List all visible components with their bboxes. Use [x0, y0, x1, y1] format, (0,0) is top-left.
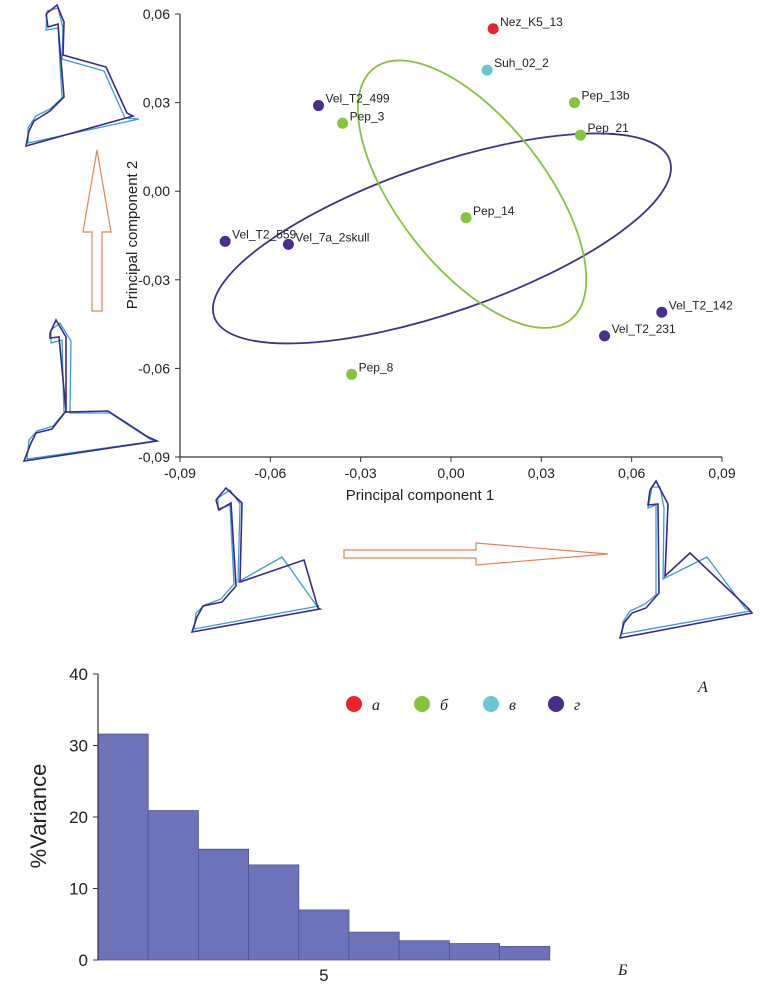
bar-y-tick-label: 30	[69, 737, 88, 756]
point-label: Pep_8	[359, 360, 394, 374]
point-suh-02-2	[481, 64, 493, 76]
pc1-direction-arrow	[343, 542, 609, 566]
x-tick-label: 0,09	[708, 465, 735, 481]
x-tick-label: 0,06	[618, 465, 645, 481]
shape-outline-top-left	[24, 3, 140, 148]
ellipse-group-g	[212, 132, 672, 345]
legend-label-a: а	[372, 697, 380, 714]
point-vel-t2-142	[656, 306, 668, 318]
point-vel-t2-559	[219, 235, 231, 247]
y-axis-title: Principal component 2	[124, 161, 141, 309]
point-vel-t2-499	[313, 100, 325, 112]
point-label: Pep_21	[587, 121, 629, 135]
scatter-axis-ticks: -0,09 -0,06 -0,03 0,00 0,03 0,06 0,09 0,06 0,03 0…	[138, 6, 736, 481]
shape-outline-bottom-right	[618, 479, 754, 640]
point-label: Nez_K5_13	[500, 15, 563, 29]
point-pep-13b	[568, 97, 580, 109]
x-tick-label: -0,06	[254, 465, 286, 481]
variance-bar-4	[248, 864, 300, 961]
point-label: Vel_T2_499	[326, 92, 390, 106]
variance-bar-8	[448, 943, 500, 961]
scatter-points: Nez_K5_13 Suh_02_2 Pep_13b Pep_21 Vel_T2_499…	[219, 15, 733, 380]
point-pep-21	[574, 129, 586, 141]
point-label: Vel_T2_559	[232, 227, 296, 241]
x-axis-title: Principal component 1	[346, 487, 494, 504]
point-label: Vel_7a_2skull	[295, 230, 369, 244]
legend: а б в г	[346, 696, 580, 714]
legend-marker-g	[548, 696, 564, 712]
legend-marker-b	[414, 696, 430, 712]
bar-y-tick-label: 0	[79, 951, 88, 970]
y-tick-label: -0,03	[138, 272, 170, 288]
x-tick-label: 0,03	[528, 465, 555, 481]
shape-outline-mid-left	[22, 318, 160, 462]
panel-letter-b: Б	[617, 962, 628, 979]
y-tick-label: -0,09	[138, 449, 170, 465]
legend-marker-a	[346, 696, 362, 712]
bar-axis-ticks: 0 10 20 30 40 5	[69, 665, 329, 985]
legend-label-v: в	[509, 697, 516, 714]
point-nez-k5-13	[487, 23, 499, 35]
point-pep-3	[337, 117, 349, 129]
point-label: Suh_02_2	[494, 56, 549, 70]
legend-label-g: г	[574, 697, 580, 714]
bar-y-axis-title: %Variance	[26, 764, 51, 869]
point-label: Vel_T2_142	[669, 298, 733, 312]
point-label: Vel_T2_231	[612, 322, 676, 336]
legend-label-b: б	[440, 697, 449, 714]
variance-bars	[97, 733, 551, 961]
variance-bar-1	[97, 733, 149, 961]
variance-bar-3	[197, 848, 249, 961]
point-label: Pep_14	[473, 204, 515, 218]
y-tick-label: 0,06	[143, 6, 170, 22]
confidence-ellipses	[212, 59, 672, 345]
pc2-direction-arrow	[82, 149, 112, 312]
y-tick-label: -0,06	[138, 360, 170, 376]
point-pep-8	[346, 368, 358, 380]
x-tick-label: -0,03	[345, 465, 377, 481]
x-tick-label: -0,09	[164, 465, 196, 481]
panel-letter-a: A	[697, 679, 708, 696]
pca-scatter-panel: -0,09 -0,06 -0,03 0,00 0,03 0,06 0,09 0,06 0,03 0…	[124, 6, 736, 504]
bar-y-tick-label: 40	[69, 665, 88, 684]
bar-x-tick-label: 5	[319, 966, 328, 985]
x-tick-label: 0,00	[437, 465, 464, 481]
ellipse-group-b	[356, 59, 588, 329]
variance-bar-2	[147, 810, 199, 961]
variance-bar-7	[398, 940, 450, 961]
variance-bar-9	[499, 946, 551, 961]
shape-outline-bottom-left	[190, 486, 323, 634]
y-tick-label: 0,03	[143, 95, 170, 111]
point-label: Pep_3	[350, 109, 385, 123]
variance-bar-5	[298, 909, 350, 961]
legend-marker-v	[483, 696, 499, 712]
bar-y-tick-label: 20	[69, 808, 88, 827]
y-tick-label: 0,00	[143, 183, 170, 199]
point-label: Pep_13b	[581, 89, 629, 103]
point-vel-7a-2skull	[282, 238, 294, 250]
bar-y-tick-label: 10	[69, 880, 88, 899]
point-pep-14	[460, 212, 472, 224]
variance-bar-6	[348, 931, 400, 961]
point-vel-t2-231	[599, 330, 611, 342]
variance-bar-panel: 0 10 20 30 40 5 %Variance	[26, 665, 551, 985]
